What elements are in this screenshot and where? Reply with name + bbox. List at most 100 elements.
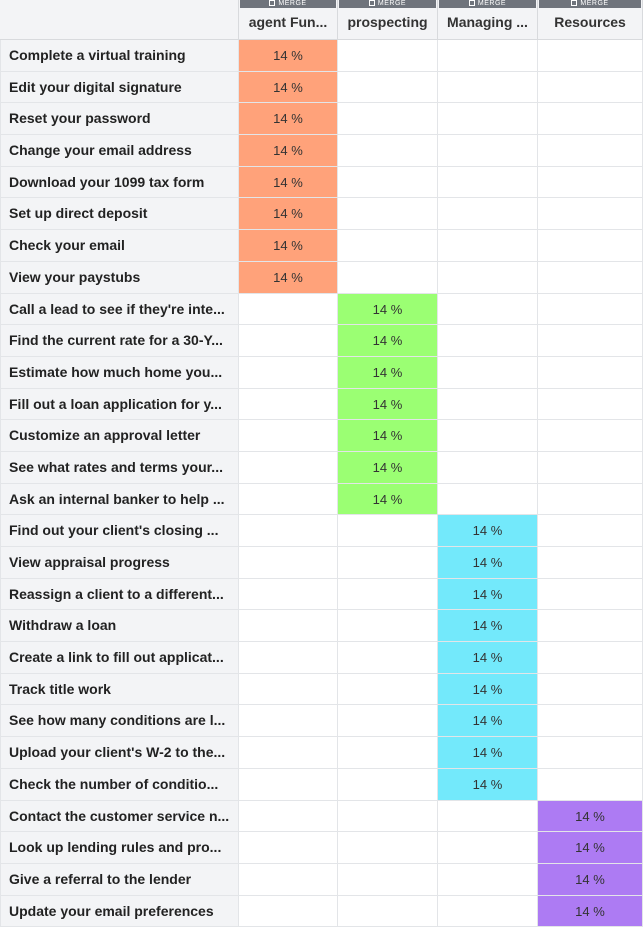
empty-cell: [538, 103, 643, 136]
row-label: Contact the customer service n...: [0, 800, 239, 833]
percentage-cell: 14 %: [538, 800, 643, 833]
empty-cell: [538, 451, 643, 484]
row-label: Reset your password: [0, 103, 239, 136]
column-header[interactable]: MERGE prospecting: [338, 0, 438, 40]
empty-cell: [438, 261, 538, 294]
table-row: Reset your password 14 %: [0, 103, 643, 136]
column-header-row: MERGE agent Fun... MERGE prospecting MERGE Ma…: [0, 0, 643, 40]
empty-cell: [338, 198, 438, 231]
empty-cell: [239, 515, 338, 547]
empty-cell: [438, 40, 538, 72]
empty-cell: [438, 356, 538, 389]
table-row: Reassign a client to a different... 14 %: [0, 578, 643, 611]
empty-cell: [538, 388, 643, 421]
percentage-cell: 14 %: [338, 451, 438, 484]
row-label: Edit your digital signature: [0, 71, 239, 104]
column-title: Managing ...: [447, 14, 528, 30]
empty-cell: [538, 261, 643, 294]
empty-cell: [239, 642, 338, 674]
empty-cell: [338, 515, 438, 547]
table-row: Contact the customer service n... 14 %: [0, 800, 643, 833]
table-row: Call a lead to see if they're inte... 14 …: [0, 293, 643, 326]
merge-button[interactable]: MERGE: [240, 0, 336, 8]
table-row: Download your 1099 tax form 14 %: [0, 166, 643, 199]
empty-cell: [338, 230, 438, 262]
empty-cell: [239, 610, 338, 643]
column-header[interactable]: MERGE Resources: [538, 0, 643, 40]
percentage-cell: 14 %: [338, 388, 438, 421]
empty-cell: [239, 768, 338, 801]
merge-button[interactable]: MERGE: [439, 0, 536, 8]
empty-cell: [438, 198, 538, 231]
percentage-cell: 14 %: [538, 895, 643, 928]
empty-cell: [338, 610, 438, 643]
row-label: See how many conditions are l...: [0, 705, 239, 738]
empty-cell: [338, 705, 438, 738]
empty-cell: [438, 863, 538, 896]
empty-cell: [338, 103, 438, 136]
table-row: Ask an internal banker to help ... 14 %: [0, 483, 643, 516]
percentage-cell: 14 %: [338, 293, 438, 326]
column-header[interactable]: MERGE Managing ...: [438, 0, 538, 40]
empty-cell: [538, 135, 643, 167]
empty-cell: [338, 673, 438, 706]
empty-cell: [239, 483, 338, 516]
percentage-cell: 14 %: [239, 198, 338, 231]
empty-cell: [338, 832, 438, 864]
percentage-cell: 14 %: [239, 71, 338, 104]
merge-button[interactable]: MERGE: [339, 0, 436, 8]
empty-cell: [239, 293, 338, 326]
empty-cell: [538, 325, 643, 357]
empty-cell: [438, 832, 538, 864]
empty-cell: [239, 388, 338, 421]
table-row: Find the current rate for a 30-Y... 14 %: [0, 325, 643, 357]
table-row: Check the number of conditio... 14 %: [0, 768, 643, 801]
table-row: Look up lending rules and pro... 14 %: [0, 832, 643, 864]
percentage-cell: 14 %: [438, 673, 538, 706]
percentage-cell: 14 %: [239, 230, 338, 262]
percentage-cell: 14 %: [239, 135, 338, 167]
empty-cell: [438, 420, 538, 452]
merge-icon: [269, 0, 276, 7]
percentage-cell: 14 %: [239, 166, 338, 199]
row-label: Call a lead to see if they're inte...: [0, 293, 239, 326]
table-row: Change your email address 14 %: [0, 135, 643, 167]
row-label: Find out your client's closing ...: [0, 515, 239, 547]
table-row: Update your email preferences 14 %: [0, 895, 643, 928]
merge-button[interactable]: MERGE: [539, 0, 641, 8]
empty-cell: [438, 230, 538, 262]
row-label: Look up lending rules and pro...: [0, 832, 239, 864]
row-label: View your paystubs: [0, 261, 239, 294]
empty-cell: [538, 737, 643, 769]
empty-cell: [538, 578, 643, 611]
row-label: Customize an approval letter: [0, 420, 239, 452]
empty-cell: [438, 800, 538, 833]
percentage-cell: 14 %: [438, 515, 538, 547]
row-label: Complete a virtual training: [0, 40, 239, 72]
matrix-body: Complete a virtual training 14 % Edit your…: [0, 40, 643, 928]
column-header[interactable]: MERGE agent Fun...: [239, 0, 338, 40]
empty-cell: [338, 40, 438, 72]
table-row: Edit your digital signature 14 %: [0, 71, 643, 104]
row-label: Check the number of conditio...: [0, 768, 239, 801]
row-label: Check your email: [0, 230, 239, 262]
empty-cell: [538, 642, 643, 674]
table-row: Fill out a loan application for y... 14 %: [0, 388, 643, 421]
empty-cell: [239, 547, 338, 579]
empty-cell: [438, 293, 538, 326]
table-row: View your paystubs 14 %: [0, 261, 643, 294]
percentage-cell: 14 %: [438, 610, 538, 643]
table-row: Track title work 14 %: [0, 673, 643, 706]
table-row: Find out your client's closing ... 14 %: [0, 515, 643, 547]
table-row: See how many conditions are l... 14 %: [0, 705, 643, 738]
empty-cell: [438, 388, 538, 421]
empty-cell: [538, 356, 643, 389]
table-row: Withdraw a loan 14 %: [0, 610, 643, 643]
row-label: See what rates and terms your...: [0, 451, 239, 484]
empty-cell: [538, 483, 643, 516]
table-row: Create a link to fill out applicat... 14 …: [0, 642, 643, 674]
empty-cell: [538, 673, 643, 706]
percentage-cell: 14 %: [438, 642, 538, 674]
row-label: View appraisal progress: [0, 547, 239, 579]
